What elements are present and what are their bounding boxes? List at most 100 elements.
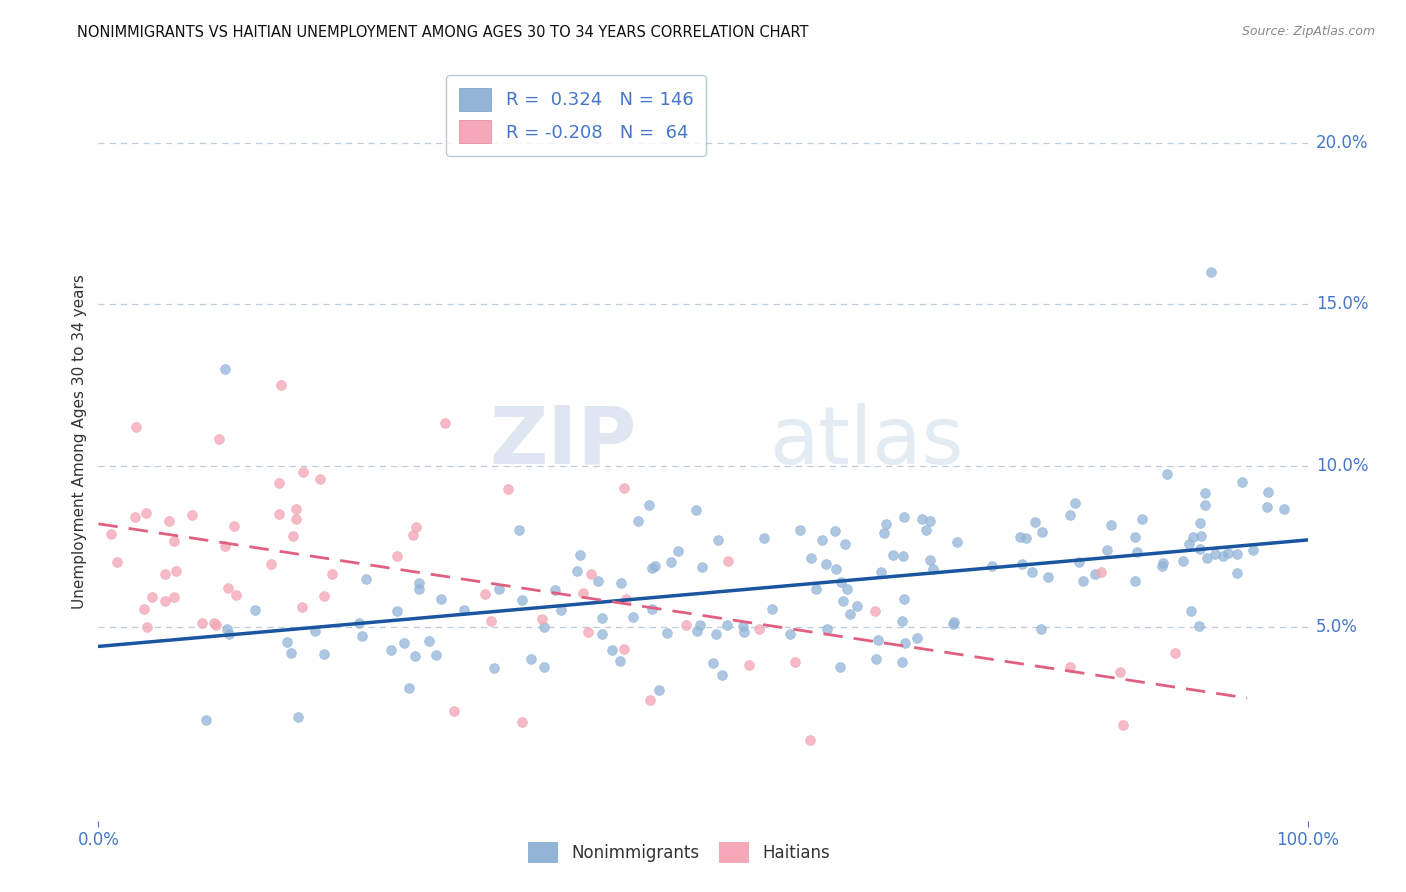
Point	[191, 616, 214, 631]
Point	[100, 526, 122, 541]
Point	[702, 656, 724, 670]
Point	[285, 512, 308, 526]
Point	[942, 617, 965, 632]
Point	[136, 619, 159, 633]
Point	[1164, 646, 1187, 660]
Point	[488, 582, 510, 596]
Point	[716, 618, 738, 632]
Legend: Nonimmigrants, Haitians: Nonimmigrants, Haitians	[520, 836, 837, 869]
Point	[281, 528, 304, 542]
Point	[717, 554, 740, 568]
Point	[141, 590, 163, 604]
Point	[347, 615, 370, 630]
Point	[321, 567, 343, 582]
Point	[408, 575, 430, 590]
Point	[309, 472, 332, 486]
Point	[591, 627, 613, 641]
Point	[1180, 604, 1202, 618]
Point	[799, 733, 821, 747]
Text: 15.0%: 15.0%	[1316, 295, 1368, 313]
Point	[834, 537, 856, 551]
Point	[586, 574, 609, 588]
Point	[890, 614, 912, 628]
Point	[1038, 570, 1060, 584]
Point	[218, 627, 240, 641]
Text: atlas: atlas	[769, 402, 965, 481]
Point	[157, 514, 180, 528]
Point	[1031, 525, 1053, 540]
Point	[830, 574, 852, 589]
Point	[644, 558, 666, 573]
Point	[910, 512, 932, 526]
Point	[214, 539, 236, 553]
Point	[706, 533, 728, 548]
Point	[873, 526, 896, 541]
Point	[533, 660, 555, 674]
Point	[124, 509, 146, 524]
Point	[224, 518, 246, 533]
Point	[779, 627, 801, 641]
Point	[869, 566, 891, 580]
Point	[945, 535, 967, 549]
Point	[675, 617, 697, 632]
Point	[865, 652, 887, 666]
Point	[905, 631, 928, 645]
Point	[1071, 574, 1094, 588]
Point	[125, 420, 148, 434]
Point	[165, 564, 187, 578]
Point	[1152, 559, 1174, 574]
Point	[280, 646, 302, 660]
Point	[225, 588, 247, 602]
Point	[783, 655, 806, 669]
Point	[1171, 554, 1194, 568]
Point	[921, 561, 943, 575]
Point	[800, 551, 823, 566]
Point	[893, 592, 915, 607]
Point	[1108, 665, 1130, 679]
Point	[1216, 546, 1239, 560]
Point	[571, 586, 593, 600]
Point	[243, 603, 266, 617]
Point	[520, 652, 543, 666]
Point	[270, 378, 292, 392]
Point	[291, 600, 314, 615]
Point	[530, 612, 553, 626]
Point	[666, 544, 689, 558]
Point	[752, 532, 775, 546]
Point	[429, 592, 451, 607]
Point	[686, 624, 709, 638]
Point	[208, 432, 231, 446]
Point	[276, 635, 298, 649]
Point	[1226, 547, 1249, 561]
Point	[181, 508, 204, 523]
Text: Source: ZipAtlas.com: Source: ZipAtlas.com	[1241, 25, 1375, 38]
Point	[387, 604, 409, 618]
Point	[205, 618, 228, 632]
Point	[1024, 515, 1046, 529]
Y-axis label: Unemployment Among Ages 30 to 34 years: Unemployment Among Ages 30 to 34 years	[72, 274, 87, 609]
Point	[1059, 659, 1081, 673]
Point	[689, 618, 711, 632]
Point	[690, 560, 713, 574]
Point	[304, 624, 326, 638]
Point	[214, 362, 236, 376]
Point	[1123, 530, 1146, 544]
Point	[408, 582, 430, 597]
Point	[863, 604, 886, 618]
Point	[761, 601, 783, 615]
Point	[1008, 530, 1031, 544]
Point	[312, 648, 335, 662]
Point	[600, 643, 623, 657]
Point	[479, 615, 502, 629]
Point	[806, 582, 828, 596]
Point	[105, 555, 128, 569]
Point	[544, 582, 567, 597]
Point	[918, 515, 941, 529]
Point	[1188, 516, 1211, 530]
Point	[1178, 537, 1201, 551]
Point	[134, 602, 156, 616]
Point	[550, 603, 572, 617]
Point	[1021, 565, 1043, 579]
Point	[508, 524, 530, 538]
Point	[1199, 265, 1222, 279]
